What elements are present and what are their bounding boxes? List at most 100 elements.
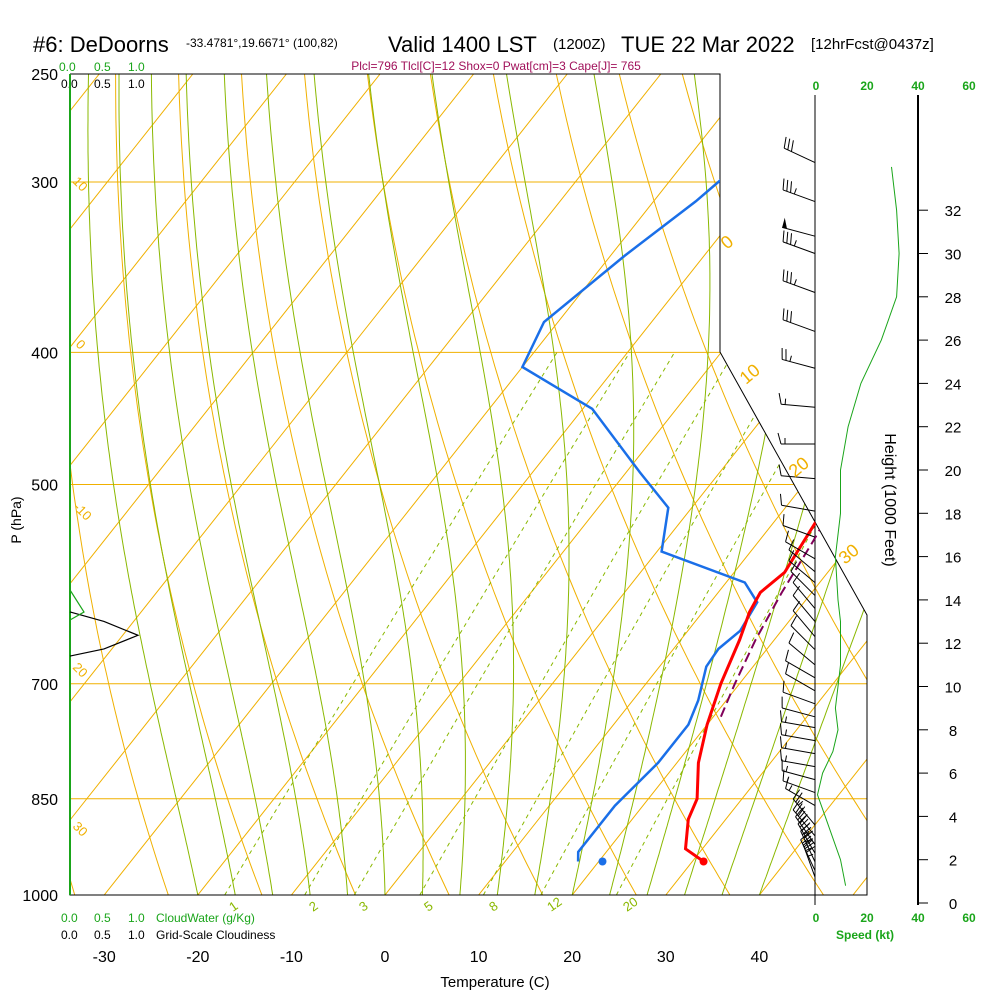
wind-scale-top-0: 0	[813, 79, 820, 93]
dry-adiabat-line	[618, 74, 867, 895]
cloudiness-scale-top-2: 1.0	[128, 77, 145, 91]
mixing-ratio-label: 5	[421, 898, 436, 914]
height-tick-label: 14	[945, 593, 962, 610]
pressure-tick-label: 850	[31, 792, 58, 809]
height-tick-label: 6	[949, 766, 957, 783]
height-tick-label: 2	[949, 853, 957, 870]
moist-adiabat-line	[506, 74, 570, 895]
wind-barb	[785, 649, 816, 679]
wind-speed-trace	[816, 166, 900, 886]
isotherm-line	[665, 74, 867, 895]
height-tick-label: 28	[945, 290, 962, 307]
mixing-ratio-label: 12	[544, 894, 564, 915]
wind-barb	[782, 269, 816, 293]
wind-scale-top-1: 20	[860, 79, 874, 93]
wind-barb	[781, 696, 816, 718]
cloudiness-profile	[69, 589, 140, 657]
wind-barb	[785, 662, 816, 692]
height-tick-label: 10	[945, 680, 962, 697]
isotherm-line	[571, 74, 867, 895]
surface-dewpoint-dot	[598, 857, 607, 866]
cloudiness-label: Grid-Scale Cloudiness	[156, 928, 275, 942]
dry-adiabat-line	[241, 74, 450, 895]
plot-frame	[69, 73, 919, 905]
isotherm-line	[0, 74, 6, 895]
wind-scale-top-3: 60	[962, 79, 976, 93]
forecast-info: [12hrFcst@0437z]	[811, 36, 934, 53]
wind-scale-bottom-3: 60	[962, 911, 976, 925]
isotherm-line	[70, 74, 568, 895]
mixing-ratio-line	[615, 352, 867, 895]
moist-adiabat-line	[609, 74, 711, 895]
wind-barb	[777, 432, 815, 445]
height-tick-label: 18	[945, 506, 962, 523]
pressure-axis-label: P (hPa)	[8, 496, 24, 543]
temperature-tick-label: -30	[93, 949, 116, 966]
height-tick-label: 20	[945, 463, 962, 480]
isotherm-label: 30	[70, 819, 91, 840]
wind-barb	[792, 800, 816, 837]
mixing-ratio-label: 8	[486, 898, 501, 914]
isotherm-label: -10	[71, 500, 95, 524]
isotherm-line	[70, 74, 662, 895]
pressure-tick-label: 700	[31, 677, 58, 694]
mixing-ratio-line	[482, 352, 792, 895]
height-tick-label: 12	[945, 636, 962, 653]
dry-adiabat-line	[807, 74, 867, 895]
height-tick-label: 0	[949, 896, 957, 913]
cloudiness-scale-bottom-2: 1.0	[128, 928, 145, 942]
station-coords: -33.4781°,19.6671° (100,82)	[186, 36, 338, 50]
temperature-trace	[683, 85, 867, 863]
temperature-tick-label: -20	[186, 949, 209, 966]
dry-adiabat-line	[115, 74, 263, 895]
wind-barb	[792, 572, 816, 609]
valid-date: TUE 22 Mar 2022	[621, 32, 795, 57]
stability-indices: Plcl=796 Tlcl[C]=12 Shox=0 Pwat[cm]=3 Ca…	[351, 59, 641, 73]
isotherm-line	[759, 74, 867, 895]
wind-barb	[781, 348, 816, 369]
mixing-ratio-line	[304, 352, 631, 895]
moist-adiabat-line	[223, 74, 349, 895]
wind-barb	[788, 550, 816, 583]
cloudiness-scale-bottom-1: 0.5	[94, 928, 111, 942]
mixing-ratio-line	[540, 352, 844, 895]
wind-speed-label: Speed (kt)	[836, 928, 894, 942]
dry-adiabat-line	[492, 74, 824, 895]
isotherm-label: 20	[70, 660, 91, 681]
isotherm-line	[103, 74, 755, 895]
mixing-ratio-label: 3	[356, 898, 371, 914]
height-tick-label: 22	[945, 420, 962, 437]
height-tick-label: 32	[945, 203, 962, 220]
wind-barb	[792, 601, 816, 638]
background-grid	[0, 74, 1000, 895]
pressure-tick-label: 250	[31, 67, 58, 84]
zulu-time: (1200Z)	[553, 36, 606, 53]
cloud-scale-bottom-0: 0.0	[61, 911, 78, 925]
isotherm-line	[70, 74, 381, 895]
moist-adiabat-line	[313, 74, 424, 895]
wind-barb	[782, 308, 816, 332]
moist-adiabat-line	[87, 74, 199, 895]
dry-adiabat-line	[934, 74, 1000, 895]
pressure-tick-label: 400	[31, 345, 58, 362]
cloudwater-shape	[69, 589, 85, 621]
height-tick-label: 30	[945, 247, 962, 264]
isotherm-label: 10	[70, 174, 91, 195]
surface-temperature-dot	[699, 857, 708, 866]
dry-adiabat-line	[366, 74, 637, 895]
cloudiness-scale-bottom-0: 0.0	[61, 928, 78, 942]
wind-barb	[779, 736, 816, 755]
temperature-axis-label: Temperature (C)	[440, 974, 549, 991]
cloudiness-shape	[69, 611, 140, 657]
adiabat-label: 10	[736, 360, 764, 388]
mixing-ratio-line	[353, 352, 676, 895]
pressure-tick-label: 1000	[22, 888, 58, 905]
height-tick-label: 24	[945, 376, 962, 393]
wind-scale-bottom-2: 40	[911, 911, 925, 925]
valid-time: Valid 1400 LST	[388, 32, 537, 57]
height-tick-label: 26	[945, 333, 962, 350]
wind-scale-top-2: 40	[911, 79, 925, 93]
wind-barb	[782, 680, 816, 705]
isotherm-line	[70, 74, 287, 895]
